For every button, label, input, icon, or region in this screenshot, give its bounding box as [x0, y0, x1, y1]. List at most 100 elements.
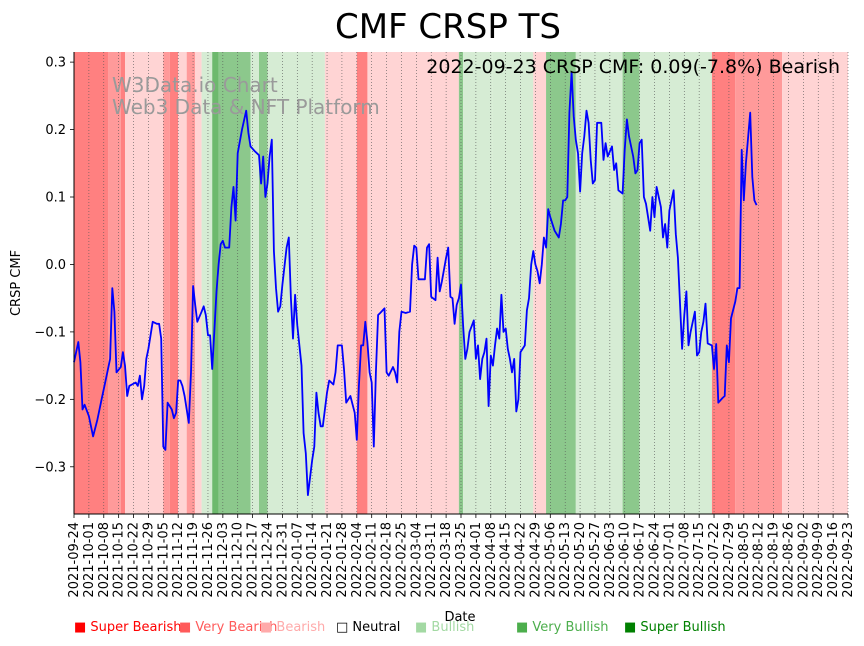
- x-tick-label: 2021-10-15: [112, 522, 127, 598]
- x-tick-label: 2022-08-26: [781, 522, 796, 598]
- x-tick-label: 2021-12-24: [261, 522, 276, 598]
- regime-band-bearish: [195, 52, 202, 514]
- x-tick-label: 2022-03-25: [454, 522, 469, 598]
- x-tick-label: 2022-04-01: [469, 522, 484, 598]
- regime-band-very-bearish: [108, 52, 121, 514]
- x-ticks: 2021-09-24 2021-10-01 2021-10-08 2021-10-15…: [67, 514, 856, 598]
- regime-band-very-bullish: [258, 52, 268, 514]
- x-tick-label: 2021-10-01: [82, 522, 97, 598]
- x-tick-label: 2022-05-13: [558, 522, 573, 598]
- latest-value-annotation: 2022-09-23 CRSP CMF: 0.09(-7.8%) Bearish: [426, 56, 840, 78]
- x-tick-label: 2021-09-24: [67, 522, 82, 598]
- regime-band-bearish: [178, 52, 187, 514]
- regime-band-very-bullish: [218, 52, 251, 514]
- regime-band-very-bearish: [163, 52, 170, 514]
- regime-band-very-bullish: [622, 52, 640, 514]
- x-tick-label: 2022-02-25: [394, 522, 409, 598]
- x-tick-label: 2021-10-08: [97, 522, 112, 598]
- x-tick-label: 2022-08-05: [737, 522, 752, 598]
- y-tick-label: 0.1: [45, 191, 66, 206]
- x-tick-label: 2022-07-15: [692, 522, 707, 598]
- series-layer: [73, 71, 758, 497]
- legend-item-neutral: □ Neutral: [336, 620, 401, 635]
- regime-band-super-bearish: [120, 52, 126, 514]
- x-axis-label: Date: [444, 610, 475, 625]
- x-tick-label: 2021-10-29: [141, 522, 156, 598]
- regime-band-super-bearish: [711, 52, 736, 514]
- legend-item-bearish: ■ Bearish: [260, 620, 326, 635]
- legend-item-super-bearish: ■ Super Bearish: [74, 620, 182, 635]
- x-tick-label: 2021-12-10: [231, 522, 246, 598]
- x-tick-label: 2022-04-08: [484, 522, 499, 598]
- regime-band-very-bearish: [186, 52, 196, 514]
- x-tick-label: 2022-07-29: [722, 522, 737, 598]
- x-tick-label: 2021-11-12: [171, 522, 186, 598]
- legend-item-super-bullish: ■ Super Bullish: [624, 620, 726, 635]
- x-tick-label: 2022-03-11: [424, 522, 439, 598]
- regime-band-bearish: [782, 52, 848, 514]
- x-grid-lines: [73, 52, 849, 514]
- regime-band-very-bullish: [546, 52, 576, 514]
- regime-bands: [74, 52, 848, 514]
- x-tick-label: 2022-01-28: [335, 522, 350, 598]
- y-axis-label: CRSP CMF: [9, 250, 24, 316]
- y-tick-label: −0.1: [34, 325, 66, 340]
- x-tick-label: 2022-04-22: [514, 522, 529, 598]
- x-tick-label: 2022-09-09: [811, 522, 826, 598]
- regime-band-bullish: [492, 52, 534, 514]
- watermark-line-1: W3Data.io Chart: [112, 73, 278, 97]
- x-tick-label: 2022-02-11: [365, 522, 380, 598]
- x-tick-label: 2022-08-19: [767, 522, 782, 598]
- x-tick-label: 2022-04-15: [499, 522, 514, 598]
- x-tick-label: 2021-11-05: [156, 522, 171, 598]
- x-tick-label: 2021-12-17: [246, 522, 261, 598]
- y-tick-label: 0.2: [45, 123, 66, 138]
- x-tick-label: 2022-05-06: [543, 522, 558, 598]
- x-tick-label: 2022-06-10: [618, 522, 633, 598]
- x-tick-label: 2022-06-24: [648, 522, 663, 598]
- legend-item-very-bullish: ■ Very Bullish: [516, 620, 609, 635]
- y-tick-label: −0.3: [34, 460, 66, 475]
- x-tick-label: 2022-07-08: [677, 522, 692, 598]
- legend-item-bullish: ■ Bullish: [415, 620, 475, 635]
- x-tick-label: 2022-05-27: [588, 522, 603, 598]
- regime-band-super-bearish: [356, 52, 368, 514]
- chart-title: CMF CRSP TS: [335, 7, 561, 47]
- regime-band-bullish: [575, 52, 623, 514]
- x-tick-label: 2021-12-31: [275, 522, 290, 598]
- x-tick-label: 2022-02-18: [380, 522, 395, 598]
- x-tick-label: 2021-11-26: [201, 522, 216, 598]
- regime-band-bullish: [463, 52, 493, 514]
- x-tick-label: 2022-07-01: [662, 522, 677, 598]
- regime-band-bearish: [125, 52, 164, 514]
- series-line-crsp-cmf: [73, 71, 758, 497]
- x-tick-label: 2021-12-03: [216, 522, 231, 598]
- x-tick-label: 2022-04-29: [528, 522, 543, 598]
- regime-band-super-bullish: [212, 52, 219, 514]
- regime-band-super-bearish: [74, 52, 109, 514]
- regime-band-super-bearish: [169, 52, 179, 514]
- x-tick-label: 2022-09-23: [841, 522, 856, 598]
- x-tick-label: 2022-07-22: [707, 522, 722, 598]
- regime-band-bearish: [324, 52, 357, 514]
- x-tick-label: 2022-03-04: [409, 522, 424, 598]
- regime-band-bearish: [367, 52, 459, 514]
- y-tick-label: 0.3: [45, 56, 66, 71]
- x-tick-label: 2022-08-12: [752, 522, 767, 598]
- x-tick-label: 2022-01-21: [320, 522, 335, 598]
- legend-item-very-bearish: ■ Very Bearish: [179, 620, 278, 635]
- x-tick-label: 2022-01-14: [305, 522, 320, 598]
- x-tick-label: 2022-09-16: [826, 522, 841, 598]
- x-tick-label: 2022-03-18: [439, 522, 454, 598]
- x-tick-label: 2022-05-20: [573, 522, 588, 598]
- x-tick-label: 2022-09-02: [796, 522, 811, 598]
- y-tick-label: 0.0: [45, 258, 66, 273]
- x-tick-label: 2022-06-17: [633, 522, 648, 598]
- regime-band-bullish: [639, 52, 712, 514]
- x-tick-label: 2021-11-19: [186, 522, 201, 598]
- y-ticks: 0.3 0.2 0.1 0.0 −0.1 −0.2 −0.3: [34, 56, 74, 475]
- x-tick-label: 2022-02-04: [350, 522, 365, 598]
- x-tick-label: 2022-06-03: [603, 522, 618, 598]
- regime-legend: ■ Super Bearish ■ Very Bearish ■ Bearish □ …: [74, 620, 864, 640]
